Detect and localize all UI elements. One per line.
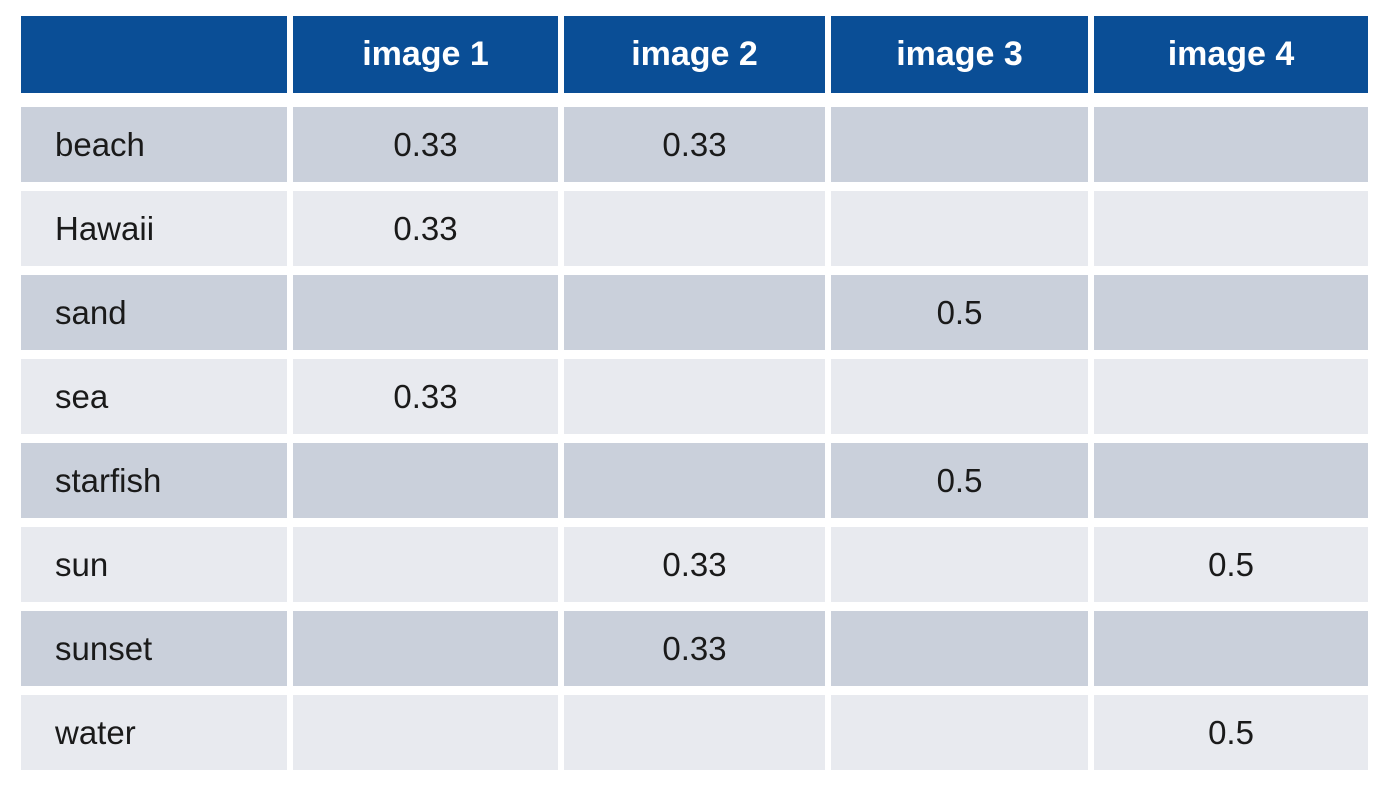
- value-cell: 0.33: [293, 359, 558, 434]
- value-cell: [564, 359, 825, 434]
- term-label: Hawaii: [21, 191, 287, 266]
- column-header-image-3: image 3: [831, 16, 1088, 93]
- term-label: sunset: [21, 611, 287, 686]
- value-cell: [1094, 191, 1368, 266]
- value-cell: [564, 191, 825, 266]
- table-body: beach 0.33 0.33 Hawaii 0.33 sand 0.5 sea 0.33 sta…: [21, 107, 1368, 770]
- value-cell: [831, 107, 1088, 182]
- column-header-image-4: image 4: [1094, 16, 1368, 93]
- value-cell: [831, 695, 1088, 770]
- value-cell: [831, 359, 1088, 434]
- column-header-image-2: image 2: [564, 16, 825, 93]
- value-cell: [1094, 275, 1368, 350]
- corner-cell: [21, 16, 287, 93]
- term-frequency-table: image 1 image 2 image 3 image 4 beach 0.3…: [21, 16, 1368, 770]
- value-cell: 0.5: [1094, 695, 1368, 770]
- term-label: water: [21, 695, 287, 770]
- term-label: beach: [21, 107, 287, 182]
- value-cell: 0.5: [831, 443, 1088, 518]
- value-cell: 0.33: [564, 611, 825, 686]
- table-row: water 0.5: [21, 695, 1368, 770]
- term-label: sun: [21, 527, 287, 602]
- value-cell: 0.33: [564, 107, 825, 182]
- table-row: sea 0.33: [21, 359, 1368, 434]
- value-cell: [564, 275, 825, 350]
- value-cell: [293, 443, 558, 518]
- value-cell: [831, 611, 1088, 686]
- value-cell: [1094, 611, 1368, 686]
- column-header-image-1: image 1: [293, 16, 558, 93]
- value-cell: 0.33: [293, 191, 558, 266]
- table-row: beach 0.33 0.33: [21, 107, 1368, 182]
- term-label: sand: [21, 275, 287, 350]
- value-cell: [831, 527, 1088, 602]
- value-cell: [1094, 107, 1368, 182]
- value-cell: [293, 695, 558, 770]
- value-cell: 0.5: [831, 275, 1088, 350]
- value-cell: 0.33: [564, 527, 825, 602]
- term-label: sea: [21, 359, 287, 434]
- header-row: image 1 image 2 image 3 image 4: [21, 16, 1368, 93]
- value-cell: [564, 695, 825, 770]
- table-row: Hawaii 0.33: [21, 191, 1368, 266]
- value-cell: 0.5: [1094, 527, 1368, 602]
- table-row: sunset 0.33: [21, 611, 1368, 686]
- table-row: starfish 0.5: [21, 443, 1368, 518]
- value-cell: [293, 527, 558, 602]
- value-cell: [293, 611, 558, 686]
- table-row: sun 0.33 0.5: [21, 527, 1368, 602]
- value-cell: 0.33: [293, 107, 558, 182]
- value-cell: [1094, 443, 1368, 518]
- value-cell: [564, 443, 825, 518]
- table-row: sand 0.5: [21, 275, 1368, 350]
- value-cell: [293, 275, 558, 350]
- term-label: starfish: [21, 443, 287, 518]
- value-cell: [831, 191, 1088, 266]
- value-cell: [1094, 359, 1368, 434]
